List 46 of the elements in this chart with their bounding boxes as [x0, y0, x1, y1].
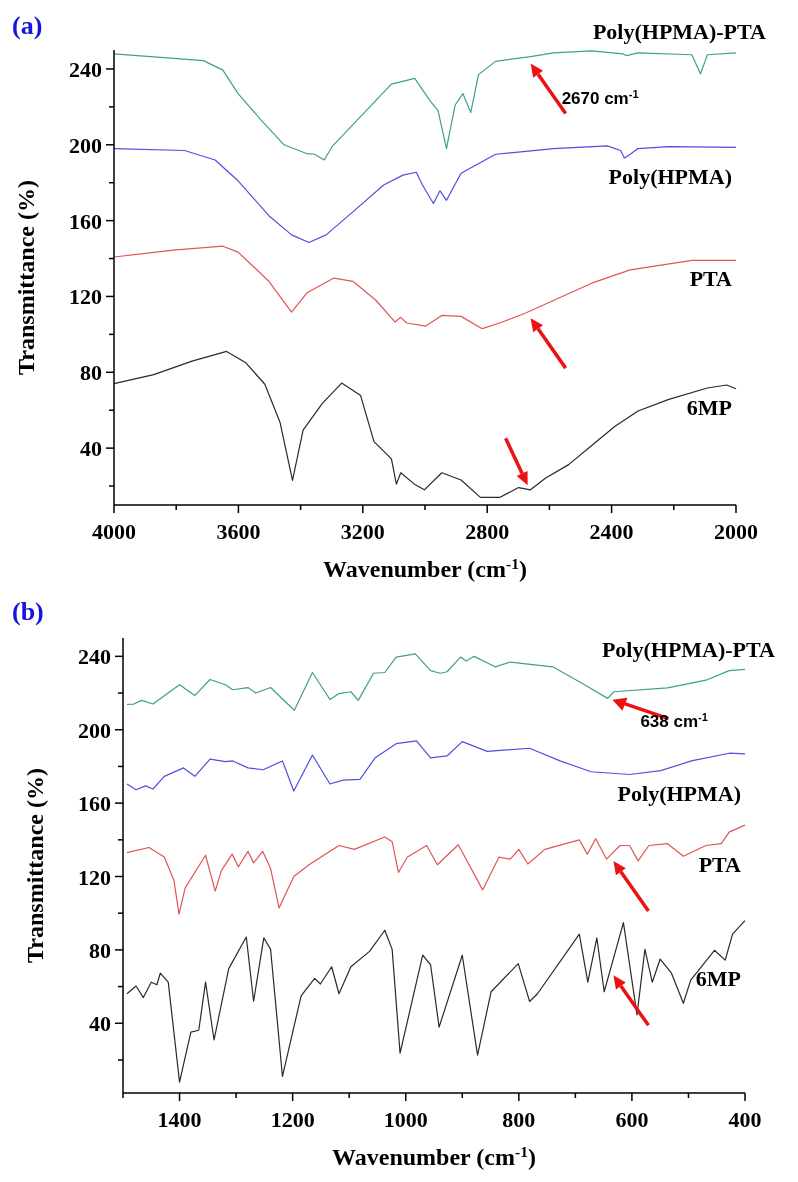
x-axis-title: Wavenumber (cm$^{-1}$) — [332, 1142, 536, 1170]
x-tick-label: 3200 — [340, 519, 385, 544]
y-tick-label: 120 — [78, 864, 111, 890]
series-label: PTA — [698, 851, 742, 877]
y-tick-label: 160 — [69, 208, 102, 234]
line-series — [126, 919, 746, 1083]
series-label: Poly(HPMA) — [617, 780, 741, 806]
series-label: Poly(HPMA) — [608, 164, 732, 190]
annotation: 2670 cm$^{-1}$ — [561, 87, 639, 108]
y-axis-title: Transmittance (%) — [13, 180, 39, 375]
series-label: 6MP — [686, 394, 732, 420]
line-series — [126, 824, 746, 915]
y-tick-label: 80 — [80, 360, 102, 386]
annotation: 638 cm$^{-1}$ — [640, 710, 708, 731]
chart-title: (b) — [12, 597, 44, 626]
x-tick-label: 1400 — [157, 1107, 202, 1132]
chart-title: (a) — [12, 11, 43, 40]
x-tick-label: 2800 — [465, 519, 510, 544]
x-tick-label: 2000 — [714, 519, 758, 544]
x-axis-title: Wavenumber (cm$^{-1}$) — [323, 554, 527, 582]
series-label: PTA — [689, 266, 733, 292]
y-tick-label: 80 — [89, 937, 111, 963]
line-series — [113, 350, 737, 499]
y-tick-label: 240 — [69, 56, 102, 82]
y-tick-label: 200 — [78, 717, 111, 743]
line-series — [113, 245, 737, 330]
series-label: Poly(HPMA)-PTA — [592, 18, 767, 44]
x-tick-label: 800 — [502, 1107, 536, 1132]
series-label: Poly(HPMA)-PTA — [601, 637, 776, 663]
y-tick-label: 120 — [69, 284, 102, 310]
y-axis-title: Transmittance (%) — [22, 768, 48, 963]
y-tick-label: 40 — [80, 436, 102, 462]
y-tick-label: 200 — [69, 132, 102, 158]
x-tick-label: 400 — [728, 1107, 762, 1132]
y-tick-label: 160 — [78, 791, 111, 817]
x-tick-label: 600 — [615, 1107, 649, 1132]
y-tick-label: 240 — [78, 644, 111, 670]
x-tick-label: 4000 — [92, 519, 136, 544]
x-tick-label: 3600 — [216, 519, 261, 544]
x-tick-label: 1000 — [383, 1107, 428, 1132]
line-series — [113, 50, 737, 161]
y-tick-label: 40 — [89, 1011, 111, 1037]
x-tick-label: 2400 — [589, 519, 634, 544]
line-series — [113, 145, 737, 244]
x-tick-label: 1200 — [270, 1107, 315, 1132]
series-label: 6MP — [695, 966, 741, 992]
